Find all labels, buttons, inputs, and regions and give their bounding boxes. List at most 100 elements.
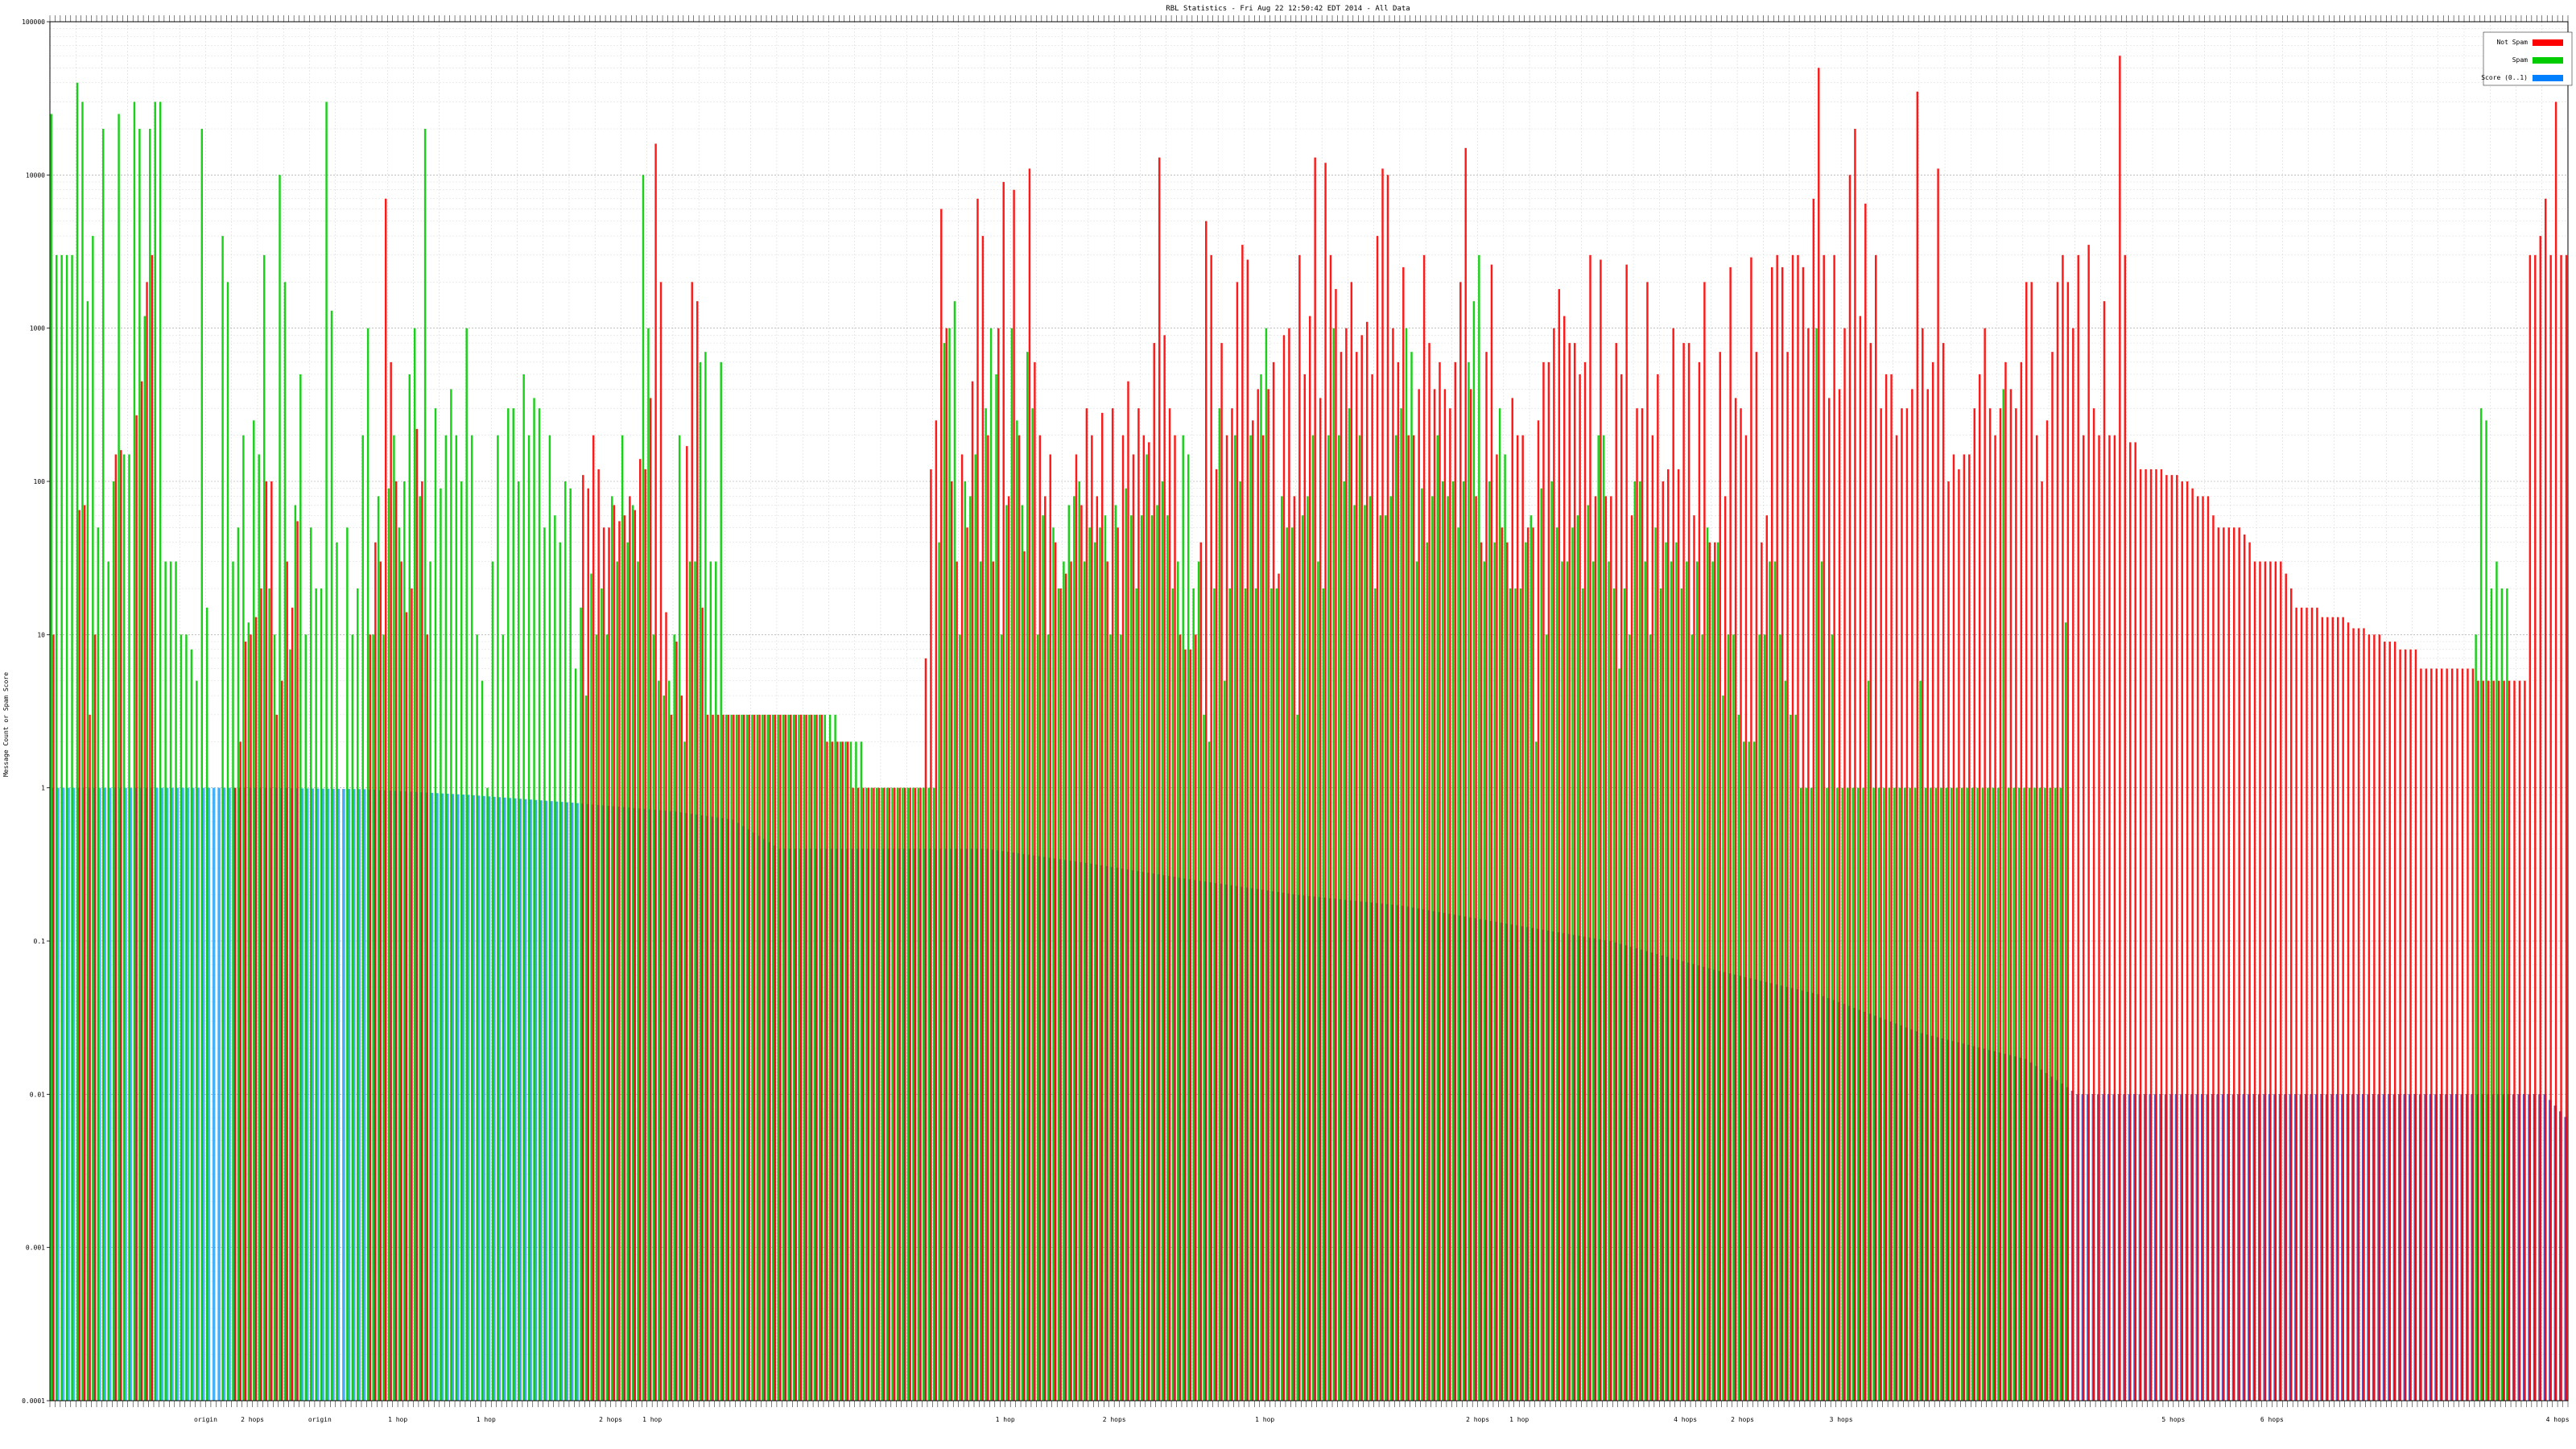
spam-bar: [1629, 634, 1631, 1401]
spam-bar: [1644, 561, 1646, 1401]
not-spam-bar: [1314, 157, 1316, 1401]
spam-bar: [1690, 634, 1694, 1401]
not-spam-bar: [2373, 634, 2376, 1401]
spam-bar: [584, 696, 588, 1401]
not-spam-bar: [2155, 469, 2157, 1401]
spam-bar: [1254, 588, 1257, 1401]
spam-bar: [694, 561, 696, 1401]
not-spam-bar: [374, 542, 377, 1402]
spam-bar: [71, 254, 73, 1401]
spam-bar: [1457, 527, 1459, 1401]
spam-bar: [1732, 634, 1735, 1401]
spam-bar: [2479, 408, 2483, 1401]
score-bar: [332, 788, 335, 1401]
not-spam-bar: [992, 561, 995, 1401]
spam-bar: [143, 316, 147, 1401]
spam-bar: [652, 634, 655, 1401]
spam-bar: [538, 408, 541, 1401]
spam-bar: [1934, 787, 1938, 1401]
not-spam-bar: [2384, 642, 2386, 1401]
not-spam-bar: [1729, 266, 1732, 1401]
not-spam-bar: [2181, 481, 2183, 1401]
not-spam-bar: [1044, 496, 1046, 1401]
not-spam-bar: [1454, 361, 1457, 1402]
not-spam-bar: [1376, 236, 1379, 1401]
score-bar: [529, 799, 532, 1401]
spam-bar: [1665, 542, 1667, 1402]
not-spam-bar: [2420, 668, 2422, 1401]
spam-bar: [320, 588, 323, 1401]
not-spam-bar: [1905, 408, 1909, 1401]
spam-bar: [1353, 505, 1356, 1401]
spam-bar: [1852, 787, 1854, 1401]
x-group-label: 3 hops: [1830, 1416, 1853, 1423]
spam-bar: [2028, 787, 2031, 1401]
spam-bar: [470, 435, 473, 1401]
spam-bar: [1924, 787, 1927, 1401]
spam-bar: [1005, 505, 1008, 1401]
spam-bar: [912, 787, 914, 1401]
spam-bar: [92, 236, 94, 1401]
spam-bar: [423, 129, 427, 1401]
y-tick-label: 1: [41, 785, 45, 792]
spam-bar: [647, 328, 650, 1402]
spam-bar: [86, 301, 89, 1401]
spam-bar: [663, 696, 666, 1401]
spam-bar: [346, 527, 349, 1401]
not-spam-bar: [2238, 527, 2240, 1401]
spam-bar: [1836, 787, 1839, 1401]
spam-bar: [2033, 787, 2036, 1401]
not-spam-bar: [960, 454, 964, 1402]
spam-bar: [1493, 542, 1496, 1402]
not-spam-bar: [2004, 361, 2007, 1402]
spam-bar: [522, 374, 525, 1402]
spam-bar: [1654, 527, 1657, 1401]
spam-bar: [2002, 389, 2004, 1401]
not-spam-bar: [1080, 505, 1083, 1401]
score-bar: [362, 789, 366, 1401]
not-spam-bar: [1833, 254, 1835, 1401]
spam-bar: [642, 175, 645, 1401]
spam-bar: [927, 787, 930, 1401]
spam-bar: [1525, 542, 1527, 1402]
not-spam-bar: [2103, 301, 2106, 1401]
not-spam-bar: [1345, 328, 1348, 1402]
score-bar: [436, 793, 439, 1401]
spam-bar: [1971, 787, 1974, 1401]
not-spam-bar: [1070, 561, 1072, 1401]
not-spam-bar: [748, 714, 750, 1401]
not-spam-bar: [83, 505, 86, 1401]
not-spam-bar: [1672, 328, 1674, 1402]
not-spam-bar: [2539, 236, 2541, 1401]
not-spam-bar: [2253, 561, 2256, 1401]
not-spam-bar: [1485, 352, 1488, 1401]
spam-bar: [730, 714, 733, 1401]
not-spam-bar: [2030, 282, 2033, 1402]
spam-bar: [1468, 361, 1470, 1402]
spam-bar: [1945, 787, 1948, 1401]
spam-bar: [1083, 561, 1086, 1401]
not-spam-bar: [146, 282, 148, 1402]
not-spam-bar: [2554, 101, 2557, 1402]
spam-bar: [1748, 741, 1750, 1401]
score-bar: [539, 800, 543, 1401]
not-spam-bar: [390, 361, 392, 1402]
not-spam-bar: [2129, 442, 2132, 1402]
not-spam-bar: [790, 714, 792, 1401]
not-spam-bar: [2565, 254, 2568, 1401]
spam-bar: [50, 114, 52, 1402]
spam-bar: [1675, 542, 1678, 1402]
spam-bar: [631, 505, 634, 1401]
spam-bar: [1208, 741, 1211, 1401]
spam-bar: [1799, 787, 1802, 1401]
not-spam-bar: [1708, 542, 1711, 1402]
not-spam-bar: [2414, 649, 2417, 1401]
score-bar: [576, 803, 579, 1401]
not-spam-bar: [1604, 496, 1608, 1401]
spam-bar: [169, 561, 172, 1401]
not-spam-bar: [701, 607, 704, 1401]
spam-bar: [149, 129, 151, 1401]
spam-bar: [756, 714, 759, 1401]
spam-bar: [1042, 515, 1044, 1401]
not-spam-bar: [2492, 680, 2495, 1401]
